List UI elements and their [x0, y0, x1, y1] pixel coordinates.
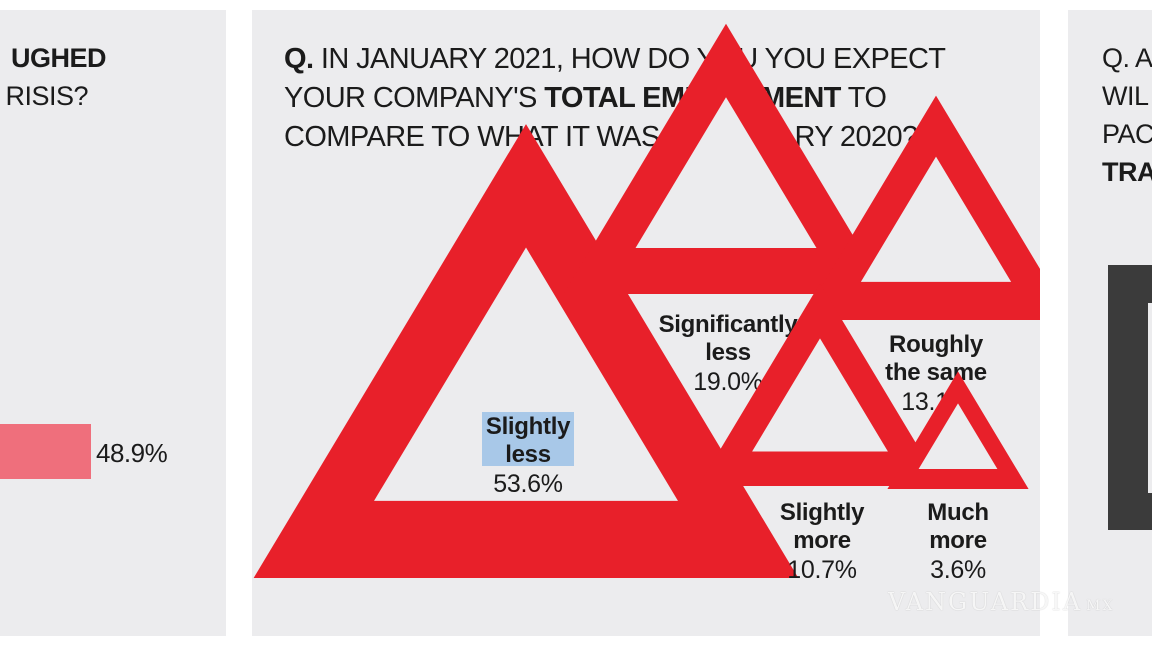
triangle-mark-1 — [563, 23, 889, 295]
watermark-text: VANGUARDIA — [888, 588, 1083, 616]
right-chart-box-inner — [1148, 303, 1152, 493]
question-prefix: Q. — [284, 43, 314, 75]
triangle-mark-3 — [698, 283, 942, 486]
employment-chart-panel: Q. In January 2021, how do you you expec… — [252, 10, 1040, 636]
category-label: the same — [885, 359, 987, 386]
right-question-line-1: Q. A — [1102, 43, 1152, 73]
triangle-inner — [374, 247, 678, 501]
triangle-inner — [635, 97, 817, 249]
triangle-chart: Slightlyless53.6%Significantlyless19.0%R… — [253, 23, 1040, 584]
question-part-1: In January 2021, how do you you expect y… — [284, 43, 945, 114]
right-question-line-2: WIL — [1102, 81, 1149, 111]
watermark-suffix: MX — [1086, 598, 1115, 614]
category-label: Significantly — [659, 311, 799, 338]
category-label: Much — [927, 499, 988, 526]
right-question-line-3: PAC — [1102, 119, 1152, 149]
right-question-line-4: TRA — [1102, 157, 1152, 187]
triangle-inner — [860, 156, 1012, 282]
label-highlight — [482, 412, 574, 466]
category-label: less — [505, 441, 551, 468]
question-part-2: to compare to what it was in January 202… — [284, 82, 918, 153]
category-label: more — [929, 527, 987, 554]
left-bar-value-label: 48.9% — [96, 438, 168, 468]
category-label: Slightly — [486, 413, 571, 440]
left-bar — [0, 424, 91, 479]
category-label: more — [793, 527, 851, 554]
watermark: VANGUARDIA MX — [888, 588, 1114, 616]
category-label: Roughly — [889, 331, 984, 358]
right-chart-box — [1108, 265, 1152, 530]
triangle-mark-4 — [887, 371, 1029, 489]
category-label: less — [705, 339, 751, 366]
left-question-line-2: RISIS? — [5, 81, 88, 111]
triangle-inner — [752, 338, 888, 452]
right-chart-panel: Q. A WIL PAC TRA — [1068, 10, 1152, 636]
triangle-mark-2 — [801, 95, 1040, 320]
value-label: 19.0% — [693, 368, 762, 396]
triangle-inner — [918, 403, 998, 470]
value-label: 53.6% — [493, 470, 562, 498]
category-label: Slightly — [780, 499, 865, 526]
left-question-line-1: UGHED — [10, 43, 107, 73]
triangle-mark-0 — [253, 124, 799, 578]
left-chart-panel: UGHED RISIS? 48.9% — [0, 10, 226, 636]
value-label: 10.7% — [787, 556, 856, 584]
value-label: 3.6% — [930, 556, 986, 584]
